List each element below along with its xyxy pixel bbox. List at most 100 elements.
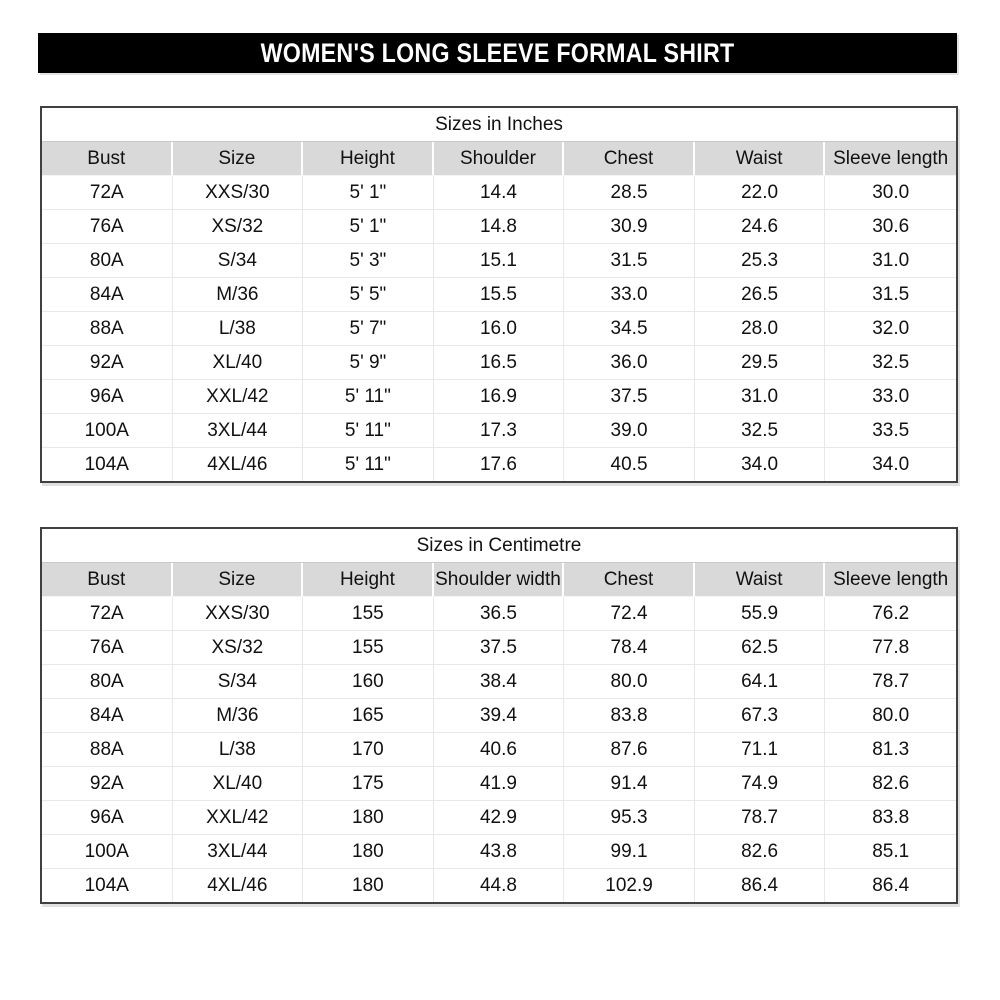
data-cell: 17.3 xyxy=(433,414,565,448)
inches-table-body: 72A XXS/30 5' 1" 14.4 28.5 22.0 30.0 76A XS/32 5'… xyxy=(42,176,956,481)
data-cell: 16.9 xyxy=(433,380,565,414)
data-cell: 22.0 xyxy=(694,176,826,210)
table-row: 92A XL/40 5' 9" 16.5 36.0 29.5 32.5 xyxy=(42,346,956,380)
data-cell: 104A xyxy=(42,869,173,902)
data-cell: 82.6 xyxy=(694,835,826,869)
data-cell: 86.4 xyxy=(872,875,910,896)
data-cell: 76A xyxy=(42,210,173,244)
data-cell: 17.6 xyxy=(434,448,565,481)
data-cell: 67.3 xyxy=(694,699,826,733)
data-cell: 30.6 xyxy=(825,210,956,244)
data-cell: 41.9 xyxy=(433,767,565,801)
data-cell: 39.4 xyxy=(433,699,565,733)
data-cell: XXS/30 xyxy=(172,597,304,631)
data-cell: 92A xyxy=(42,346,173,380)
product-title-banner: WOMEN'S LONG SLEEVE FORMAL SHIRT xyxy=(38,33,957,73)
table-row: 96A XXL/42 5' 11" 16.9 37.5 31.0 33.0 xyxy=(42,380,956,414)
data-cell: 25.3 xyxy=(694,244,826,278)
column-header: Height xyxy=(303,142,434,176)
data-cell: 16.5 xyxy=(433,346,565,380)
table-row: 84A M/36 5' 5" 15.5 33.0 26.5 31.5 xyxy=(42,278,956,312)
data-cell: 76.2 xyxy=(825,597,956,631)
table-title: Sizes in Centimetre xyxy=(42,529,956,563)
data-cell: 155 xyxy=(303,597,434,631)
data-cell: 88A xyxy=(42,733,173,767)
data-cell: 5' 3" xyxy=(303,244,434,278)
data-cell: 31.5 xyxy=(825,278,956,312)
table-row: 88A L/38 170 40.6 87.6 71.1 81.3 xyxy=(42,733,956,767)
data-cell: XL/40 xyxy=(172,767,304,801)
column-header: Waist xyxy=(694,563,826,597)
table-row: 104A 4XL/46 5' 11" 17.6 40.5 34.0 34.0 xyxy=(42,448,956,481)
data-cell: 95.3 xyxy=(564,801,695,835)
data-cell: XS/32 xyxy=(172,210,304,244)
data-cell: 62.5 xyxy=(694,631,826,665)
table-row: 76A XS/32 5' 1" 14.8 30.9 24.6 30.6 xyxy=(42,210,956,244)
data-cell: 36.5 xyxy=(433,597,565,631)
data-cell: 15.1 xyxy=(433,244,565,278)
column-header: Bust xyxy=(42,142,173,176)
column-header: Shoulder xyxy=(433,142,565,176)
data-cell: 30.0 xyxy=(825,176,956,210)
data-cell: 32.0 xyxy=(825,312,956,346)
data-cell: 42.9 xyxy=(433,801,565,835)
data-cell: 34.5 xyxy=(564,312,695,346)
data-cell: 155 xyxy=(303,631,434,665)
data-cell: 78.7 xyxy=(694,801,826,835)
data-cell: 80A xyxy=(42,244,173,278)
table-row: 100A 3XL/44 5' 11" 17.3 39.0 32.5 33.5 xyxy=(42,414,956,448)
data-cell: 5' 9" xyxy=(303,346,434,380)
data-cell: 88A xyxy=(42,312,173,346)
table-row: 92A XL/40 175 41.9 91.4 74.9 82.6 xyxy=(42,767,956,801)
table-row: 104A 4XL/46 180 44.8 102.9 86.4 86.4 xyxy=(42,869,956,902)
data-cell: 72A xyxy=(42,597,173,631)
data-cell: 4XL/46 xyxy=(173,448,304,481)
data-cell: 28.0 xyxy=(694,312,826,346)
data-cell: 32.5 xyxy=(825,346,956,380)
data-cell: 72.4 xyxy=(564,597,695,631)
table-row: 72A XXS/30 155 36.5 72.4 55.9 76.2 xyxy=(42,597,956,631)
data-cell: 72A xyxy=(42,176,173,210)
data-cell: 96A xyxy=(42,380,173,414)
data-cell: 31.5 xyxy=(564,244,695,278)
data-cell: 34.0 xyxy=(872,454,910,475)
data-cell: 87.6 xyxy=(564,733,695,767)
data-cell: 80.0 xyxy=(825,699,956,733)
data-cell: 3XL/44 xyxy=(172,835,304,869)
data-cell: 80A xyxy=(42,665,173,699)
data-cell: 36.0 xyxy=(564,346,695,380)
data-cell: 43.8 xyxy=(433,835,565,869)
table-title: Sizes in Inches xyxy=(42,108,956,142)
data-cell: 104A xyxy=(42,448,173,481)
column-header: Bust xyxy=(42,563,173,597)
data-cell: 31.0 xyxy=(825,244,956,278)
data-cell: 5' 11" xyxy=(303,448,434,481)
data-cell: 160 xyxy=(303,665,434,699)
data-cell: 14.4 xyxy=(433,176,565,210)
data-cell: 84A xyxy=(42,699,173,733)
data-cell: 5' 11" xyxy=(303,380,434,414)
table-row: 84A M/36 165 39.4 83.8 67.3 80.0 xyxy=(42,699,956,733)
data-cell: 165 xyxy=(303,699,434,733)
data-cell: 100A xyxy=(42,835,173,869)
data-cell: 29.5 xyxy=(694,346,826,380)
column-header-row: Bust Size Height Shoulder width Chest Waist Sl… xyxy=(42,563,956,597)
data-cell: 14.8 xyxy=(433,210,565,244)
data-cell: 5' 1" xyxy=(303,210,434,244)
data-cell: 40.5 xyxy=(564,448,695,481)
size-table-centimetre: Sizes in Centimetre Bust Size Height Should… xyxy=(40,527,958,904)
data-cell: XXL/42 xyxy=(172,801,304,835)
column-header-row: Bust Size Height Shoulder Chest Waist Sleeve l… xyxy=(42,142,956,176)
data-cell: 37.5 xyxy=(433,631,565,665)
data-cell: 34.0 xyxy=(695,448,826,481)
data-cell: S/34 xyxy=(172,665,304,699)
data-cell: 64.1 xyxy=(694,665,826,699)
data-cell: 100A xyxy=(42,414,173,448)
column-header: Height xyxy=(303,563,434,597)
table-row: 76A XS/32 155 37.5 78.4 62.5 77.8 xyxy=(42,631,956,665)
product-title: WOMEN'S LONG SLEEVE FORMAL SHIRT xyxy=(260,37,735,68)
data-cell: 84A xyxy=(42,278,173,312)
table-row: 80A S/34 5' 3" 15.1 31.5 25.3 31.0 xyxy=(42,244,956,278)
data-cell: 96A xyxy=(42,801,173,835)
table-title-row: Sizes in Centimetre xyxy=(42,529,956,563)
